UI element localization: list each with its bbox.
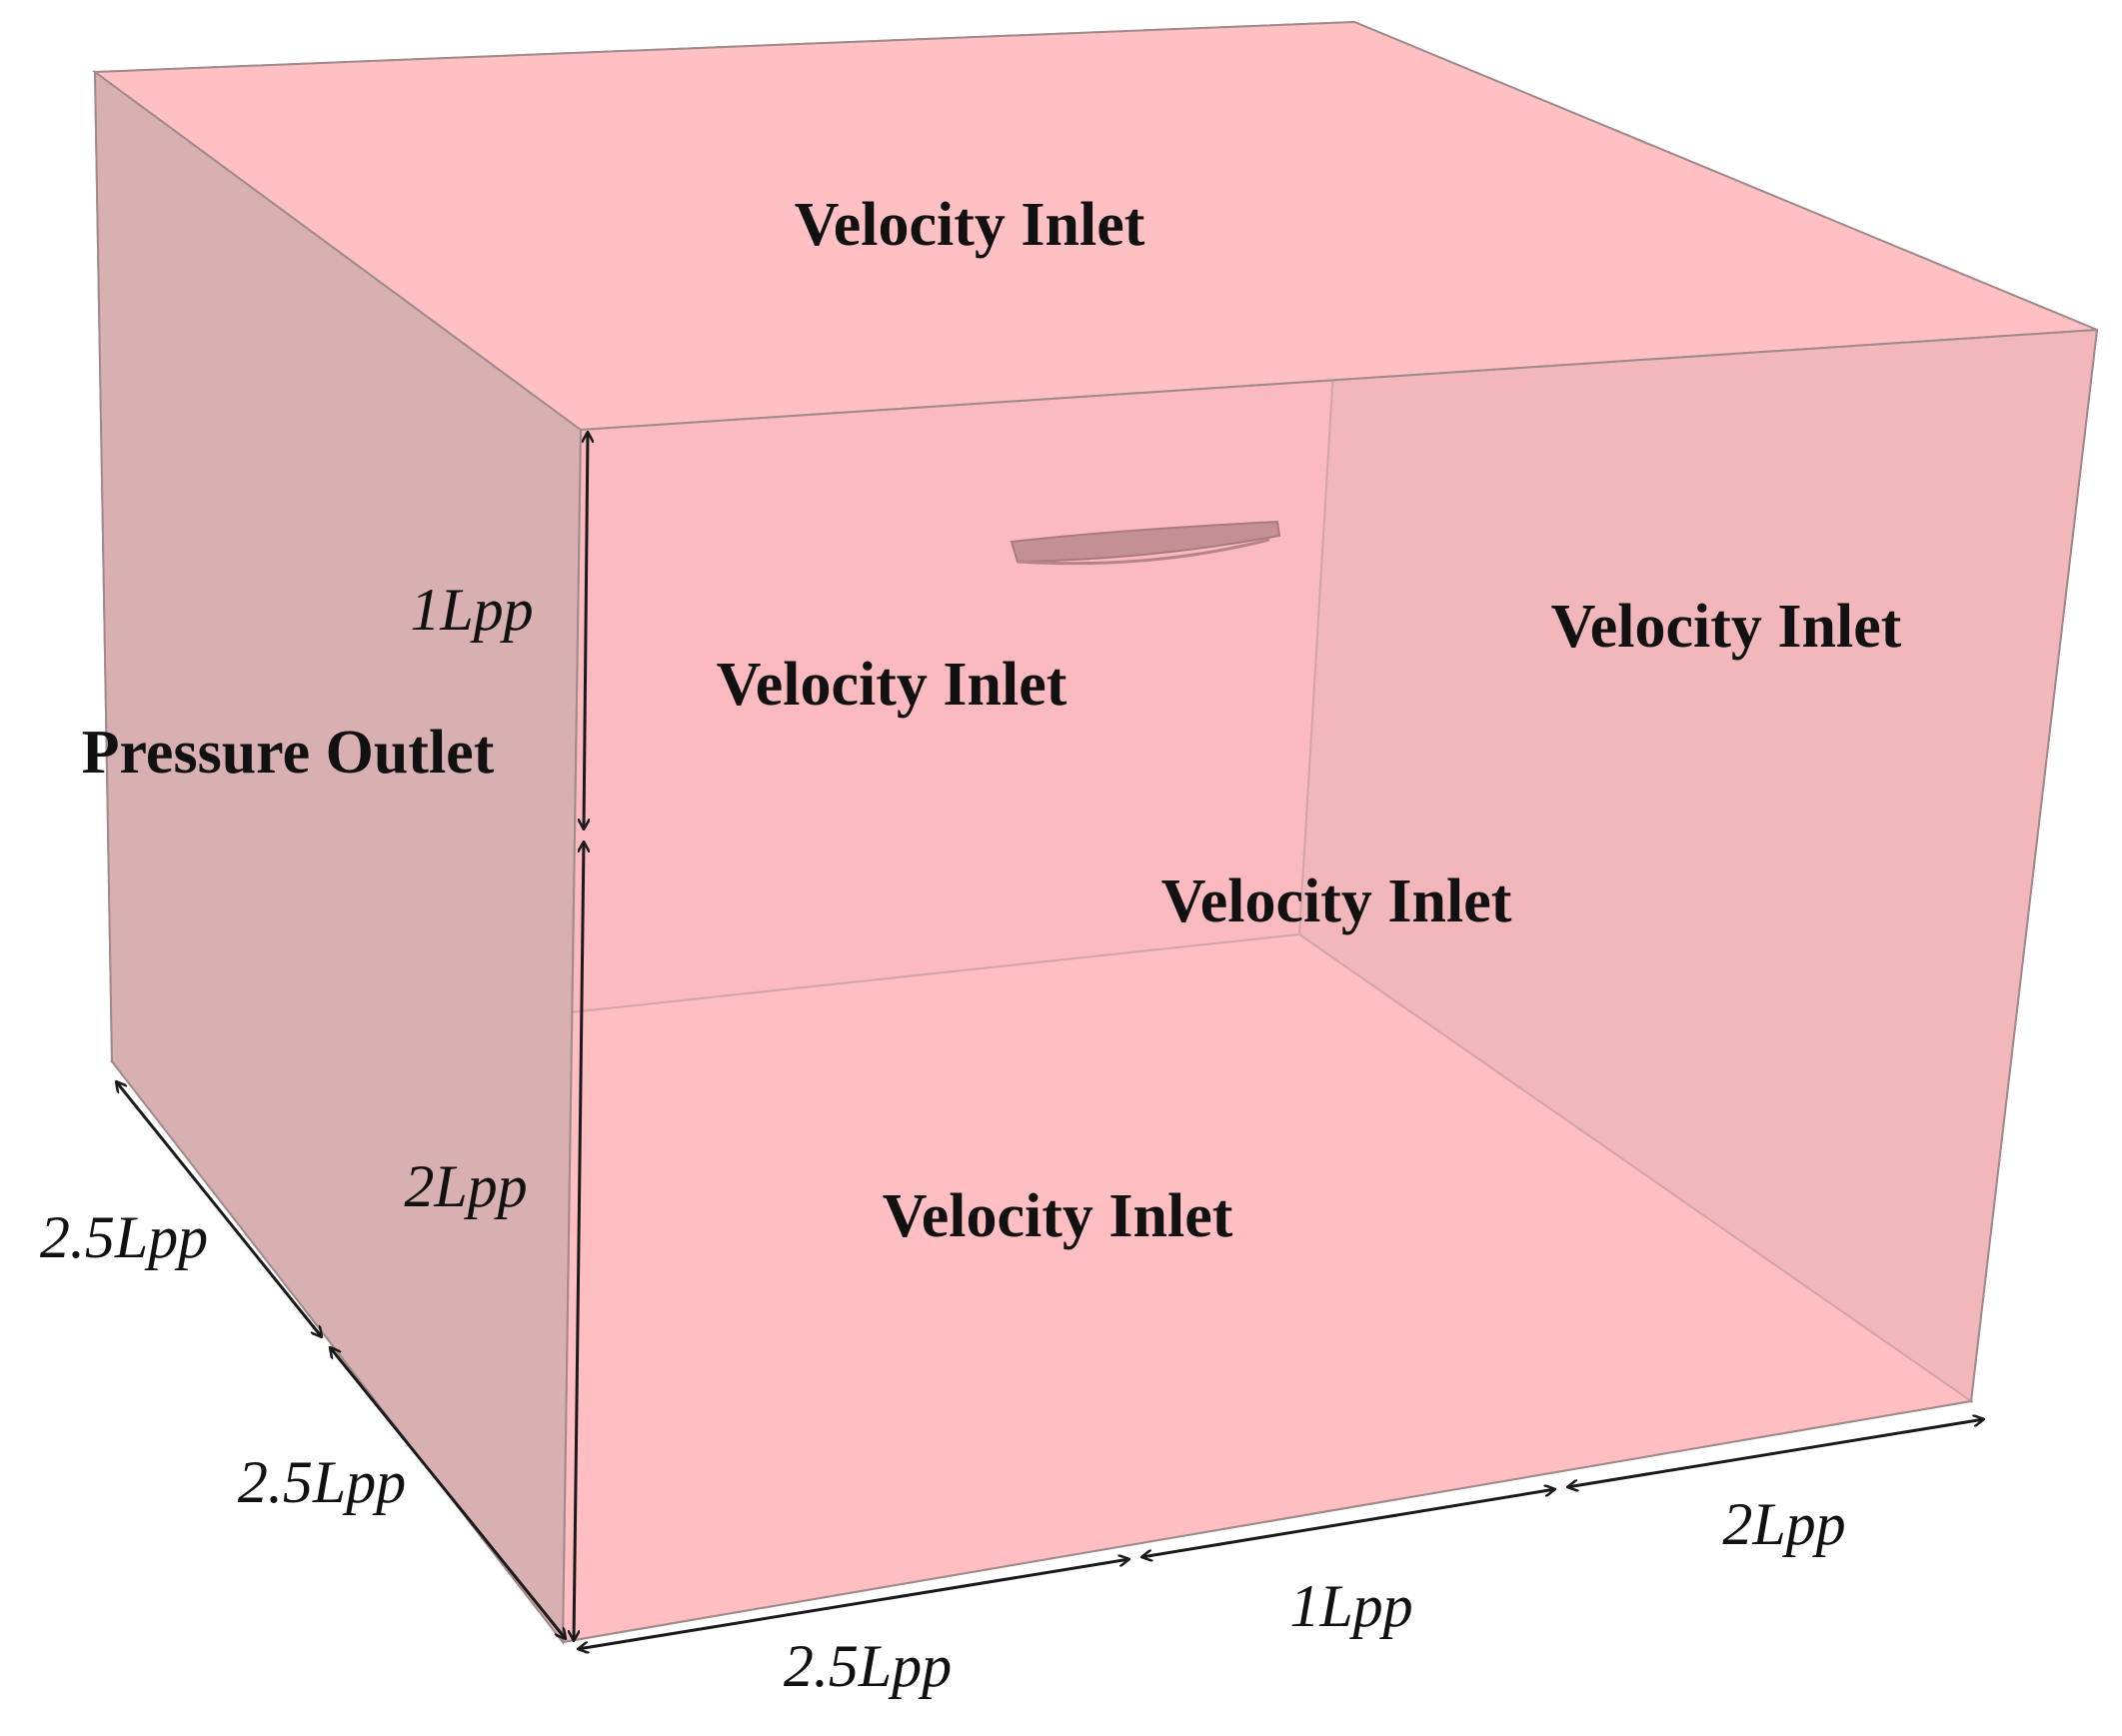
- length-fore-label: 2Lpp: [1722, 1491, 1845, 1557]
- right-face-label: Velocity Inlet: [1551, 593, 1902, 661]
- length-aft-arrow: [578, 1559, 1129, 1649]
- height-upper-label: 1Lpp: [410, 577, 533, 643]
- back-face-label: Velocity Inlet: [1161, 868, 1512, 935]
- ship-hull: [1010, 520, 1281, 566]
- height-lower-arrow: [574, 842, 584, 1641]
- height-upper-arrow: [584, 432, 588, 830]
- height-lower-label: 2Lpp: [404, 1153, 527, 1219]
- length-mid-label: 1Lpp: [1289, 1573, 1412, 1639]
- length-aft-label: 2.5Lpp: [784, 1633, 952, 1699]
- front-face: [561, 328, 2099, 1644]
- depth-front-label: 2.5Lpp: [238, 1449, 406, 1515]
- top-face-label: Velocity Inlet: [795, 191, 1145, 259]
- depth-front-arrow: [330, 1347, 566, 1639]
- left-face-label: Pressure Outlet: [82, 719, 495, 787]
- front-face-label: Velocity Inlet: [717, 651, 1067, 719]
- depth-back-arrow: [116, 1081, 322, 1337]
- bottom-face-label: Velocity Inlet: [883, 1182, 1233, 1250]
- length-mid-arrow: [1141, 1489, 1555, 1557]
- length-fore-arrow: [1567, 1419, 1984, 1487]
- depth-back-label: 2.5Lpp: [40, 1204, 208, 1270]
